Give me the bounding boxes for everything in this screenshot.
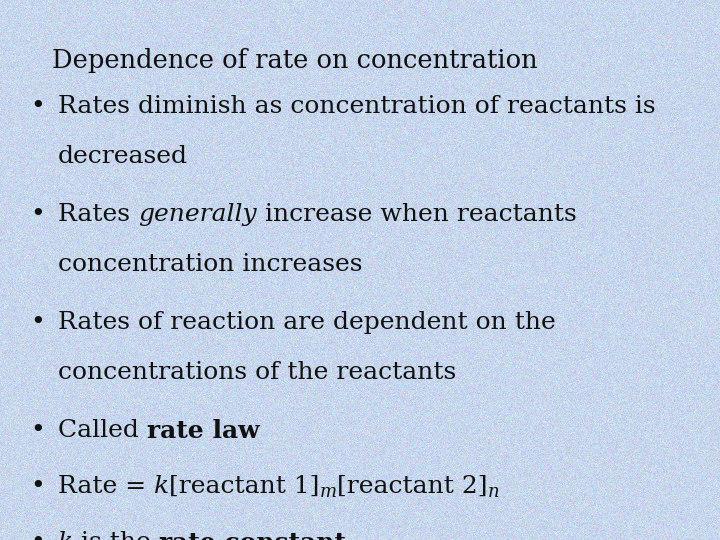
Text: •: • [30,95,45,118]
Text: concentrations of the reactants: concentrations of the reactants [58,361,456,384]
Text: increase when reactants: increase when reactants [256,203,577,226]
Text: •: • [30,311,45,334]
Text: m: m [320,483,337,501]
Text: [reactant 1]: [reactant 1] [169,475,320,498]
Text: k: k [58,531,73,540]
Text: generally: generally [138,203,256,226]
Text: n: n [487,483,499,501]
Text: Rates of reaction are dependent on the: Rates of reaction are dependent on the [58,311,556,334]
Text: Rates: Rates [58,203,138,226]
Text: •: • [30,419,45,442]
Text: •: • [30,531,45,540]
Text: Rates diminish as concentration of reactants is: Rates diminish as concentration of react… [58,95,656,118]
Text: [reactant 2]: [reactant 2] [337,475,487,498]
Text: •: • [30,475,45,498]
Text: rate constant: rate constant [159,531,346,540]
Text: k: k [154,475,169,498]
Text: Dependence of rate on concentration: Dependence of rate on concentration [52,48,538,73]
Text: decreased: decreased [58,145,188,168]
Text: rate law: rate law [147,419,259,443]
Text: •: • [30,203,45,226]
Text: Rate =: Rate = [58,475,154,498]
Text: concentration increases: concentration increases [58,253,362,276]
Text: is the: is the [73,531,159,540]
Text: Called: Called [58,419,147,442]
